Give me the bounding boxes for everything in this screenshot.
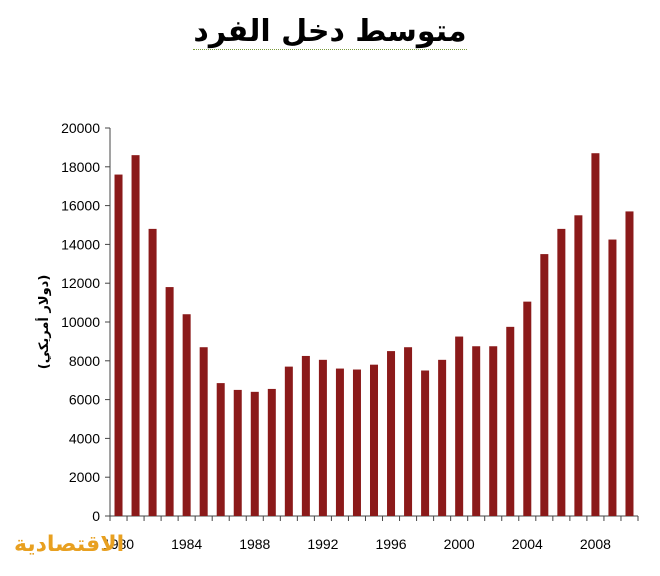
bar-1989 <box>267 388 276 516</box>
bar-2002 <box>489 346 498 516</box>
chart-title: متوسط دخل الفرد <box>193 14 467 50</box>
y-tick-label: 4000 <box>69 430 100 446</box>
bar-1993 <box>335 368 344 516</box>
y-tick-label: 6000 <box>69 392 100 408</box>
bar-2000 <box>455 336 464 516</box>
x-tick-label: 1992 <box>307 536 338 552</box>
bar-1992 <box>318 359 327 516</box>
y-tick-label: 2000 <box>69 469 100 485</box>
bar-2004 <box>523 301 532 516</box>
x-tick-label: 1984 <box>171 536 202 552</box>
bar-1985 <box>199 347 208 516</box>
y-tick-label: 16000 <box>61 198 100 214</box>
bar-2008 <box>591 153 600 516</box>
y-tick-label: 0 <box>92 508 100 524</box>
bar-2009 <box>608 239 617 517</box>
x-axis: 1980 1984 1988 1992 1996 2000 2004 2008 <box>103 515 639 552</box>
x-tick-label: 2000 <box>444 536 475 552</box>
bar-1990 <box>284 366 293 516</box>
bar-2005 <box>540 254 549 516</box>
bar-2001 <box>472 346 481 516</box>
bar-1983 <box>165 287 174 516</box>
y-tick-label: 8000 <box>69 353 100 369</box>
bar-1988 <box>250 391 259 516</box>
x-tick-label: 1980 <box>103 536 134 552</box>
bar-2006 <box>557 228 566 516</box>
bar-1987 <box>233 389 242 516</box>
y-tick-label: 12000 <box>61 275 100 291</box>
bar-1997 <box>404 347 413 516</box>
bar-1984 <box>182 314 191 516</box>
bar-1995 <box>369 364 379 516</box>
bar-1980 <box>114 174 123 516</box>
bar-2003 <box>506 326 515 516</box>
y-tick-label: 10000 <box>61 314 100 330</box>
bar-2010 <box>625 211 634 517</box>
x-tick-label: 1988 <box>239 536 270 552</box>
x-tick-label: 1996 <box>375 536 406 552</box>
brand-logo: الاقتصادية <box>14 532 125 557</box>
y-tick-label: 20000 <box>61 120 100 136</box>
bar-1982 <box>148 228 157 516</box>
x-tick-label: 2008 <box>580 536 611 552</box>
x-tick-label: 2004 <box>512 536 543 552</box>
y-tick-label: 14000 <box>61 236 100 252</box>
y-tick-label: 18000 <box>61 159 100 175</box>
bars <box>114 153 634 517</box>
bar-1999 <box>438 359 447 516</box>
bar-1986 <box>216 383 225 516</box>
bar-1981 <box>131 155 140 516</box>
bar-1994 <box>352 369 361 516</box>
y-axis: 0 2000 4000 6000 8000 10000 12000 14000 16000 180… <box>61 120 111 524</box>
y-axis-label: (دولار أمريكي) <box>35 275 52 370</box>
bar-1998 <box>421 370 430 516</box>
bar-2007 <box>574 215 583 517</box>
bar-1996 <box>387 351 396 516</box>
bar-1991 <box>301 355 310 516</box>
